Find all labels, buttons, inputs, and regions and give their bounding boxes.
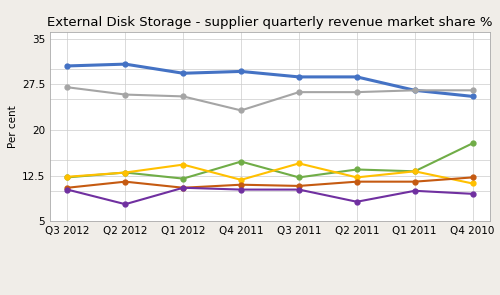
Others	[180, 95, 186, 98]
Y-axis label: Per cent: Per cent	[8, 106, 18, 148]
Line: IBM: IBM	[65, 141, 475, 181]
NetApp	[238, 178, 244, 182]
Others	[64, 86, 70, 89]
NetApp	[296, 162, 302, 165]
Line: Hitachi: Hitachi	[65, 185, 475, 206]
IBM	[180, 177, 186, 180]
IBM	[470, 142, 476, 145]
EMC	[180, 71, 186, 75]
NetApp	[180, 163, 186, 166]
HP	[238, 183, 244, 186]
Legend: EMC, IBM, NetApp, HP, Hitachi, Others: EMC, IBM, NetApp, HP, Hitachi, Others	[134, 293, 406, 295]
HP	[412, 180, 418, 183]
NetApp	[354, 176, 360, 179]
Line: Others: Others	[65, 85, 475, 113]
EMC	[296, 75, 302, 79]
Hitachi	[296, 188, 302, 191]
HP	[64, 186, 70, 189]
IBM	[296, 176, 302, 179]
Hitachi	[64, 188, 70, 191]
NetApp	[64, 175, 70, 178]
Hitachi	[180, 186, 186, 189]
Hitachi	[354, 200, 360, 204]
Others	[412, 88, 418, 92]
NetApp	[412, 170, 418, 173]
EMC	[238, 70, 244, 73]
Line: HP: HP	[65, 175, 475, 190]
EMC	[412, 88, 418, 92]
Hitachi	[470, 192, 476, 196]
EMC	[354, 75, 360, 79]
HP	[122, 180, 128, 183]
IBM	[64, 176, 70, 179]
HP	[354, 180, 360, 183]
IBM	[122, 171, 128, 174]
EMC	[122, 62, 128, 66]
HP	[180, 186, 186, 189]
Others	[122, 93, 128, 96]
EMC	[470, 95, 476, 98]
Others	[470, 88, 476, 92]
Hitachi	[238, 188, 244, 191]
Others	[296, 90, 302, 94]
Line: NetApp: NetApp	[65, 161, 475, 186]
IBM	[238, 160, 244, 163]
Hitachi	[412, 189, 418, 193]
IBM	[354, 168, 360, 171]
Line: EMC: EMC	[65, 62, 475, 99]
Hitachi	[122, 202, 128, 206]
Title: External Disk Storage - supplier quarterly revenue market share %: External Disk Storage - supplier quarter…	[47, 16, 493, 29]
Others	[354, 90, 360, 94]
IBM	[412, 170, 418, 173]
EMC	[64, 64, 70, 68]
HP	[296, 184, 302, 188]
NetApp	[122, 171, 128, 174]
NetApp	[470, 182, 476, 185]
Others	[238, 109, 244, 112]
HP	[470, 176, 476, 179]
